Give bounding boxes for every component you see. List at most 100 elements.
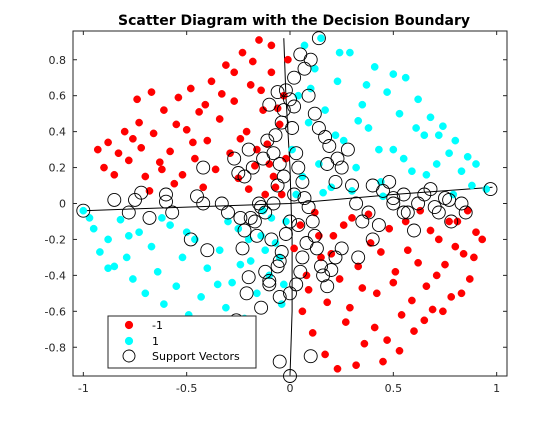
support-vector-87 [334, 160, 349, 175]
support-vector-63 [386, 191, 401, 206]
point-neg-122 [304, 285, 313, 294]
point-neg-39 [267, 68, 276, 77]
support-vector-20 [264, 232, 279, 247]
support-vector-79 [159, 187, 173, 202]
point-pos-97 [319, 188, 327, 197]
point-pos-13 [166, 221, 174, 229]
support-vector-90 [382, 174, 397, 189]
point-neg-23 [199, 183, 208, 192]
point-neg-97 [321, 350, 329, 359]
support-vector-34 [301, 200, 316, 215]
y-tick-label-0: -0.8 [45, 341, 66, 354]
support-vector-110 [262, 97, 277, 112]
support-vector-39 [316, 268, 331, 283]
support-vector-111 [270, 85, 285, 100]
point-neg-107 [445, 217, 453, 226]
point-pos-55 [321, 106, 329, 114]
legend-label-0: -1 [152, 319, 163, 332]
support-vector-54 [241, 270, 256, 285]
point-pos-61 [358, 100, 367, 109]
point-neg-53 [217, 90, 226, 98]
point-neg-61 [284, 55, 292, 64]
point-pos-59 [346, 48, 354, 57]
point-neg-38 [263, 140, 272, 149]
decision-boundary-horizontal-branch [83, 186, 493, 212]
point-neg-108 [457, 289, 466, 298]
point-pos-2 [96, 248, 104, 256]
support-vector-102 [278, 227, 293, 241]
support-vector-27 [283, 92, 297, 107]
point-pos-87 [331, 131, 340, 140]
support-vector-118 [245, 160, 260, 175]
point-neg-117 [414, 258, 422, 267]
legend-label-2: Support Vectors [152, 350, 240, 363]
x-tick-label-3: 0.5 [385, 382, 403, 395]
point-neg-119 [439, 307, 447, 316]
support-vector-49 [301, 88, 316, 103]
support-vector-97 [260, 133, 275, 148]
support-vector-91 [400, 205, 415, 220]
support-vector-23 [272, 157, 287, 171]
support-vector-53 [262, 277, 277, 292]
point-pos-10 [147, 242, 156, 251]
point-neg-89 [447, 293, 456, 301]
point-pos-57 [333, 77, 342, 86]
support-vector-11 [227, 151, 242, 166]
point-neg-112 [339, 221, 348, 229]
support-vector-88 [351, 250, 366, 265]
point-neg-82 [403, 246, 412, 255]
point-neg-64 [290, 244, 298, 253]
point-pos-65 [383, 88, 391, 96]
point-pos-41 [104, 264, 112, 273]
point-neg-8 [135, 118, 143, 127]
support-vector-68 [454, 196, 469, 211]
support-vector-74 [407, 223, 421, 238]
point-neg-10 [141, 172, 150, 181]
support-vector-32 [295, 174, 310, 189]
support-vector-28 [287, 99, 302, 114]
point-pos-73 [432, 160, 441, 168]
point-pos-46 [236, 260, 245, 269]
support-vector-122 [328, 174, 343, 189]
point-neg-71 [335, 275, 344, 283]
point-neg-46 [261, 190, 270, 199]
support-vector-81 [142, 210, 157, 225]
support-vector-98 [268, 128, 283, 143]
point-pos-8 [135, 228, 143, 237]
support-vector-100 [287, 187, 302, 202]
point-pos-60 [352, 163, 360, 172]
support-vector-114 [311, 31, 326, 46]
point-pos-38 [182, 228, 191, 237]
point-pos-22 [222, 303, 230, 312]
point-neg-79 [385, 224, 394, 233]
point-neg-98 [333, 364, 342, 373]
point-pos-85 [375, 145, 383, 154]
support-vector-45 [322, 139, 337, 153]
point-neg-9 [137, 143, 146, 152]
point-neg-114 [377, 248, 385, 256]
point-neg-48 [244, 185, 253, 193]
point-neg-40 [271, 183, 280, 192]
support-vector-120 [266, 146, 281, 161]
support-vector-107 [293, 264, 308, 279]
point-neg-106 [432, 271, 441, 280]
point-neg-5 [120, 127, 129, 136]
support-vector-82 [128, 192, 142, 207]
support-vector-76 [431, 205, 446, 220]
point-neg-55 [189, 138, 197, 147]
point-pos-26 [246, 257, 255, 265]
x-tick-label-4: 1 [493, 382, 500, 395]
legend-marker-neg [124, 320, 134, 330]
support-vectors [76, 31, 498, 383]
point-pos-74 [439, 122, 447, 131]
point-neg-35 [251, 161, 259, 170]
support-vector-99 [276, 169, 291, 184]
legend: -1 1 Support Vectors [107, 315, 257, 369]
point-neg-104 [408, 296, 416, 305]
point-neg-81 [397, 311, 406, 319]
point-neg-77 [372, 289, 381, 298]
point-neg-70 [329, 231, 338, 240]
point-neg-20 [186, 84, 195, 93]
point-neg-13 [155, 158, 164, 167]
